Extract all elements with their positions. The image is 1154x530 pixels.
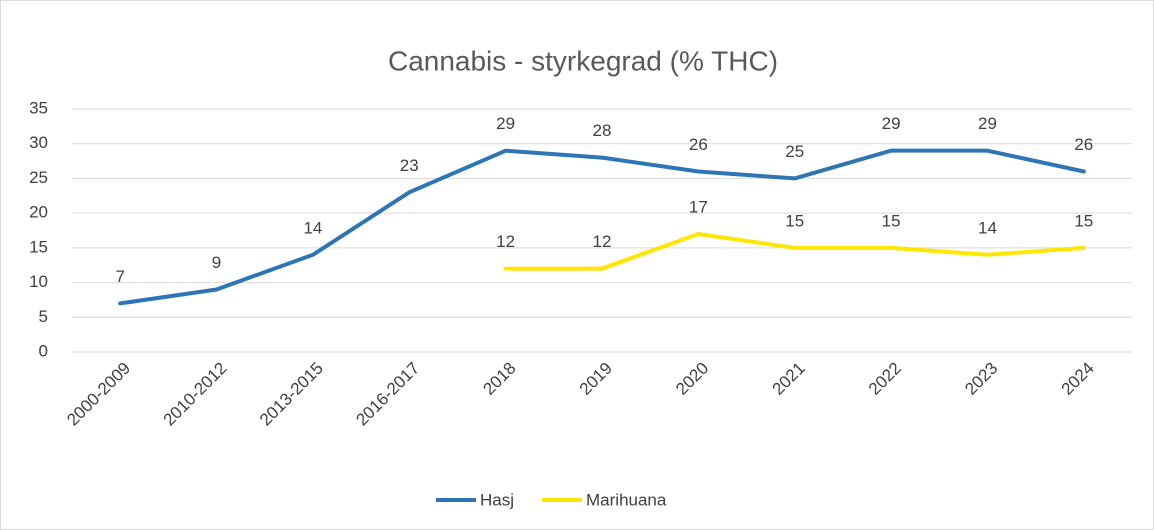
y-tick-label: 25 <box>29 168 48 187</box>
y-tick-label: 0 <box>39 341 48 360</box>
data-label: 14 <box>303 218 322 237</box>
data-label: 28 <box>593 121 612 140</box>
data-label: 7 <box>115 267 124 286</box>
data-label: 14 <box>978 218 997 237</box>
data-label: 29 <box>882 114 901 133</box>
data-label: 17 <box>689 197 708 216</box>
data-label: 15 <box>882 211 901 230</box>
data-label: 15 <box>785 211 804 230</box>
y-tick-label: 35 <box>29 98 48 117</box>
y-tick-label: 30 <box>29 133 48 152</box>
y-tick-label: 20 <box>29 203 48 222</box>
legend-label: Marihuana <box>586 490 667 509</box>
data-label: 15 <box>1074 211 1093 230</box>
series-line <box>118 148 1086 306</box>
y-tick-label: 15 <box>29 237 48 256</box>
data-label: 25 <box>785 142 804 161</box>
data-label: 26 <box>689 135 708 154</box>
data-label: 12 <box>496 232 515 251</box>
chart-title: Cannabis - styrkegrad (% THC) <box>388 45 778 76</box>
data-label: 26 <box>1074 135 1093 154</box>
data-label: 23 <box>400 156 419 175</box>
data-label: 9 <box>212 253 221 272</box>
data-label: 12 <box>593 232 612 251</box>
data-label: 29 <box>496 114 515 133</box>
data-label: 29 <box>978 114 997 133</box>
legend-label: Hasj <box>480 490 514 509</box>
series-line <box>503 231 1086 271</box>
y-tick-label: 10 <box>29 272 48 291</box>
y-tick-label: 5 <box>39 307 48 326</box>
